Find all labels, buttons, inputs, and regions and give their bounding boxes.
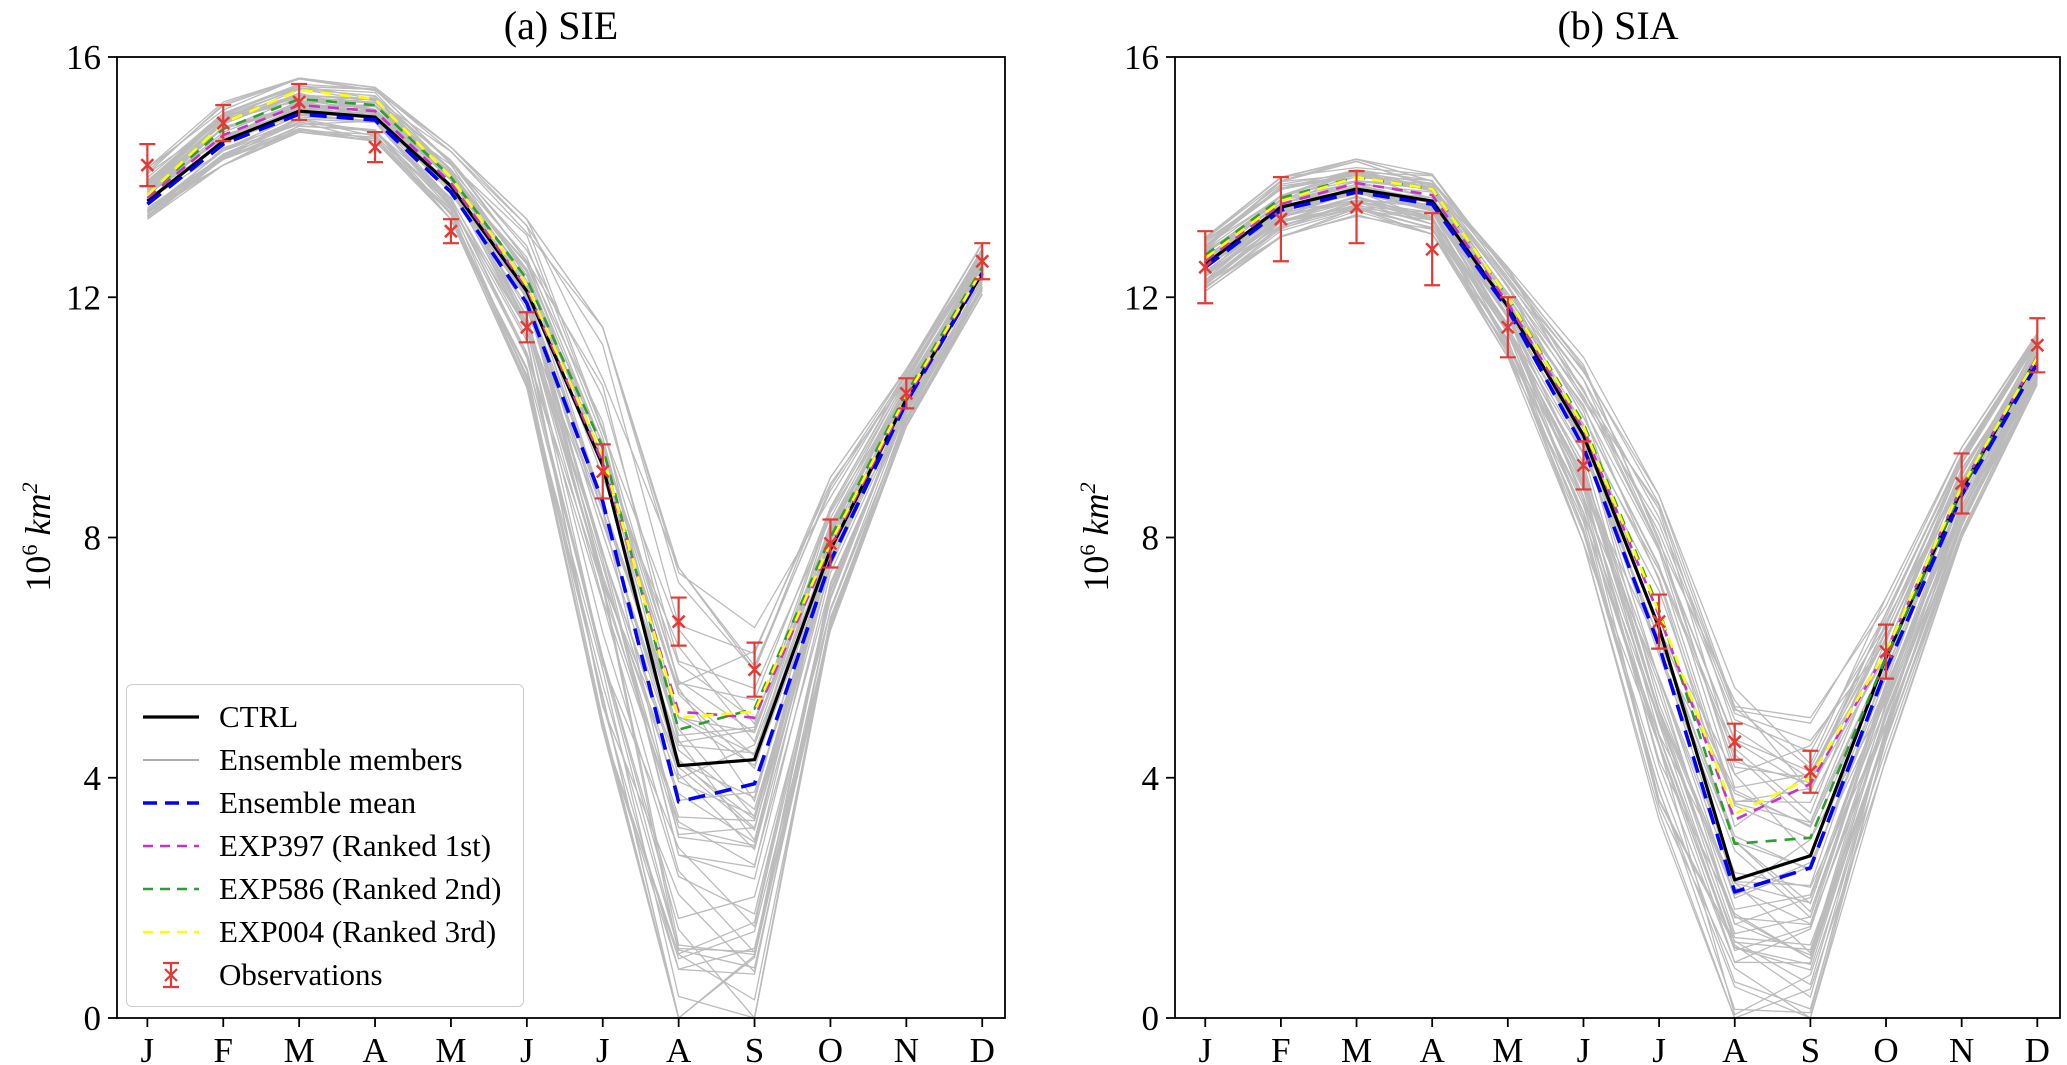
panel-b: 0 4 8 12 16 J F M A M J J A S O N D [1124,38,2061,1065]
legend-sample-line [143,800,199,805]
panel-a-title: (a) SIE [503,3,619,48]
x-tick-label: J [596,1031,610,1065]
legend-sample-line [143,758,199,761]
x-tick-label: M [284,1031,315,1065]
x-tick-label: S [745,1031,764,1065]
ensemble-mean-line [146,112,984,804]
observations-errorbars [1197,170,2046,794]
x-tick-label: J [520,1031,534,1065]
legend-label: EXP004 (Ranked 3rd) [219,913,497,949]
x-tick-label: N [894,1031,919,1065]
y-axis-ticks: 0 4 8 12 16 [1124,38,1175,1038]
panel-b-title: (b) SIA [1557,3,1679,48]
x-tick-label: J [1652,1031,1666,1065]
y-tick-label: 16 [1124,38,1159,77]
y-tick-label: 8 [84,519,102,558]
exp586-ranked-2nd-line [1204,175,2039,846]
y-tick-label: 12 [1124,278,1159,317]
y-axis-ticks: 0 4 8 12 16 [66,38,117,1038]
panel-b-y-axis-label: 106 km2 [1075,482,1117,591]
x-tick-label: J [1577,1031,1591,1065]
x-tick-label: M [1341,1031,1372,1065]
legend-item-ctrl: CTRL [141,695,501,738]
y-tick-label: 8 [1142,519,1160,558]
panel-a: 0 4 8 12 16 J F M A M J J A S O N D [66,38,1006,1065]
x-tick-label: M [435,1031,466,1065]
legend-item-observations: Observations [141,953,501,996]
legend-item-exp397-ranked-1st: EXP397 (Ranked 1st) [141,824,501,867]
ensemble-members-lines [1204,158,2038,1020]
x-tick-label: S [1801,1031,1820,1065]
ctrl-line [1204,187,2039,882]
x-tick-label: D [970,1031,995,1065]
x-tick-label: N [1949,1031,1974,1065]
legend-label: EXP586 (Ranked 2nd) [219,870,502,906]
ctrl-line [146,109,984,768]
y-tick-label: 0 [1142,999,1160,1038]
legend-label: Observations [219,956,383,992]
x-tick-label: M [1492,1031,1523,1065]
legend-item-ensemble-mean: Ensemble mean [141,781,501,824]
panel-a-y-axis-label: 106 km2 [17,482,59,591]
legend-item-exp586-ranked-2nd: EXP586 (Ranked 2nd) [141,867,501,910]
y-tick-label: 0 [84,999,102,1038]
x-tick-label: F [214,1031,233,1065]
y-tick-label: 12 [66,278,101,317]
legend-item-ensemble-members: Ensemble members [141,738,501,781]
x-tick-label: A [1722,1031,1748,1065]
x-tick-label: O [818,1031,843,1065]
legend-label: Ensemble members [219,741,463,777]
exp586-ranked-2nd-line [146,97,984,732]
legend-label: EXP397 (Ranked 1st) [219,827,492,863]
ylabel-unit: km [1076,493,1116,536]
x-tick-label: J [1198,1031,1212,1065]
ylabel-exponent: 6 [1075,544,1100,556]
exp004-ranked-3rd-line [1204,175,2039,816]
legend-sample-line [143,844,199,847]
exp004-ranked-3rd-line [146,88,984,720]
x-tick-label: A [362,1031,388,1065]
y-tick-label: 4 [84,759,102,798]
x-tick-label: O [1873,1031,1898,1065]
x-tick-label: A [1420,1031,1446,1065]
legend-sample-errorbar [163,961,179,988]
ylabel-unit-exponent: 2 [17,482,42,494]
observations-errorbars [139,82,991,698]
x-tick-label: A [666,1031,692,1065]
ensemble-mean-line [1204,190,2039,894]
x-tick-label: D [2025,1031,2050,1065]
x-tick-label: J [141,1031,155,1065]
legend-sample-line [143,887,199,890]
legend-sample-line [143,714,199,719]
ylabel-base: 10 [1076,555,1116,592]
ylabel-base: 10 [18,555,58,592]
legend-label: CTRL [219,698,299,734]
x-tick-label: F [1271,1031,1290,1065]
exp397-ranked-1st-line [1204,181,2039,822]
ylabel-unit: km [18,493,58,536]
legend-sample-line [143,930,199,933]
ylabel-exponent: 6 [17,544,42,556]
legend: CTRL Ensemble members Ensemble mean EXP397 … [126,684,525,1007]
legend-item-exp004-ranked-3rd: EXP004 (Ranked 3rd) [141,910,501,953]
legend-label: Ensemble mean [219,784,417,820]
y-tick-label: 4 [1142,759,1160,798]
ylabel-unit-exponent: 2 [1075,482,1100,494]
y-tick-label: 16 [66,38,101,77]
